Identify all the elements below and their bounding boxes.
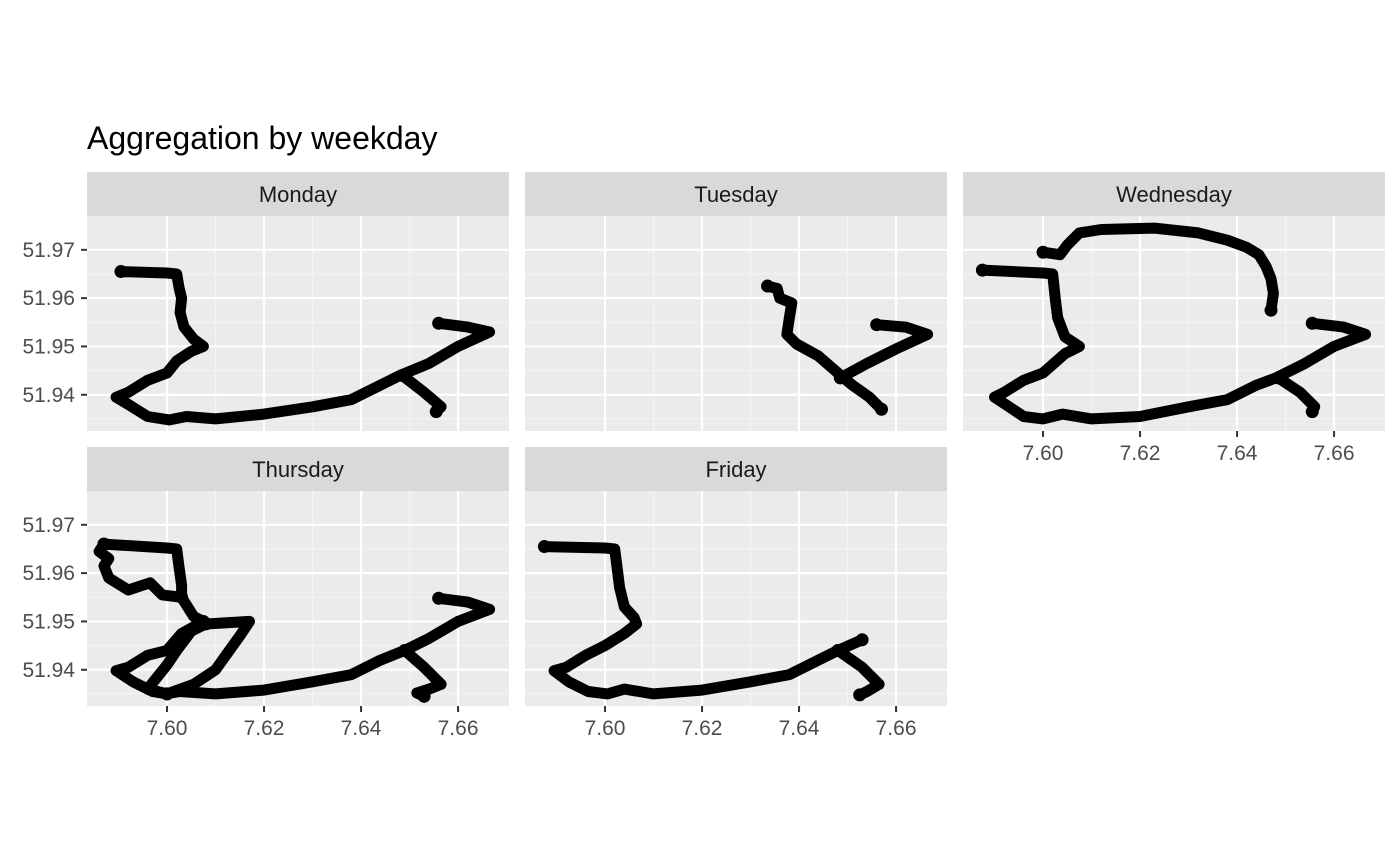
facet-strip <box>87 172 509 216</box>
x-tick-label: 7.62 <box>244 717 285 740</box>
chart-title: Aggregation by weekday <box>87 120 437 156</box>
y-tick-label: 51.97 <box>22 514 75 537</box>
track-point <box>432 591 446 605</box>
track-point <box>761 279 775 293</box>
track-point <box>97 537 111 551</box>
facet-strip-label: Wednesday <box>1116 182 1232 207</box>
track-point <box>429 405 443 419</box>
x-tick-label: 7.64 <box>341 717 382 740</box>
track-path <box>93 538 188 603</box>
track-point <box>1305 405 1319 419</box>
facet-strip <box>525 447 947 491</box>
y-tick-label: 51.95 <box>22 335 75 358</box>
x-tick-label: 7.60 <box>585 717 626 740</box>
x-tick-label: 7.60 <box>1023 442 1064 465</box>
facet-strip <box>525 172 947 216</box>
track-point <box>417 689 431 703</box>
y-tick-label: 51.96 <box>22 562 75 585</box>
track-point <box>1264 303 1278 317</box>
y-tick-label: 51.94 <box>22 659 75 682</box>
track-path <box>161 591 496 700</box>
facet-panel-background <box>525 491 947 706</box>
track-point <box>875 402 889 416</box>
track-point <box>114 265 128 279</box>
track-path <box>1037 222 1279 316</box>
x-tick-label: 7.60 <box>147 717 188 740</box>
track-point <box>537 540 551 554</box>
y-tick-label: 51.96 <box>22 287 75 310</box>
track-point <box>395 368 409 382</box>
track-point <box>833 371 847 385</box>
facet-panel-thursday: Thursday 51.94 51.95 51.96 51.97 7.60 7.62 7.64… <box>22 447 509 740</box>
track-path <box>762 280 887 415</box>
track-point <box>160 687 174 701</box>
facet-strip-label: Monday <box>259 182 337 207</box>
track-point <box>1305 316 1319 330</box>
track-point <box>1036 245 1050 259</box>
facet-strip-label: Thursday <box>252 457 344 482</box>
track-point <box>398 643 412 657</box>
track-point <box>175 590 189 604</box>
x-tick-label: 7.66 <box>876 717 917 740</box>
x-tick-label: 7.62 <box>682 717 723 740</box>
facet-panel-tuesday: Tuesday <box>525 172 947 431</box>
y-tick-label: 51.94 <box>22 384 75 407</box>
track-point <box>853 688 867 702</box>
x-tick-label: 7.66 <box>438 717 479 740</box>
facet-panel-wednesday: Wednesday 7.60 7.62 7.64 7.66 <box>963 172 1385 465</box>
x-tick-label: 7.66 <box>1314 442 1355 465</box>
track-path <box>976 264 1372 425</box>
track-point <box>196 614 210 628</box>
track-point <box>1271 371 1285 385</box>
track-path <box>399 644 447 702</box>
track-point <box>855 633 869 647</box>
track-point <box>870 318 884 332</box>
x-tick-label: 7.62 <box>1120 442 1161 465</box>
track-point <box>975 263 989 277</box>
facet-grid: Monday 51.94 51.95 51.96 51.97 Tuesday Wednesd… <box>22 172 1385 740</box>
y-tick-label: 51.95 <box>22 610 75 633</box>
track-path <box>834 319 934 384</box>
facet-panel-friday: Friday 7.60 7.62 7.64 7.66 <box>525 447 947 740</box>
track-path <box>110 615 209 700</box>
facet-panel-monday: Monday 51.94 51.95 51.96 51.97 <box>22 172 509 431</box>
y-tick-label: 51.97 <box>22 239 75 262</box>
facet-strip <box>87 447 509 491</box>
x-tick-label: 7.64 <box>779 717 820 740</box>
track-point <box>831 643 845 657</box>
facet-strip <box>963 172 1385 216</box>
track-path <box>538 541 868 700</box>
facet-strip-label: Tuesday <box>694 182 778 207</box>
x-tick-label: 7.64 <box>1217 442 1258 465</box>
facet-strip-label: Friday <box>705 457 766 482</box>
track-point <box>432 316 446 330</box>
